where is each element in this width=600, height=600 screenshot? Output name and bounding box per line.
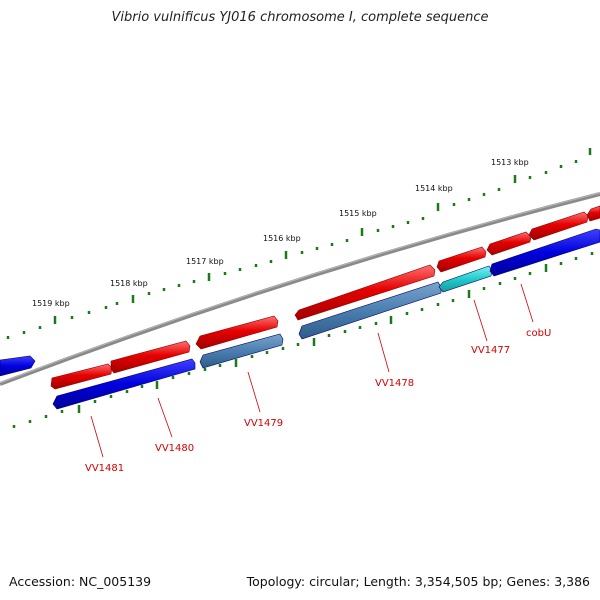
gene-arrow-forward[interactable] — [294, 264, 436, 321]
gene-arrow-forward[interactable] — [486, 231, 532, 256]
forward-genes — [50, 205, 600, 390]
gene-arrow-forward[interactable] — [195, 315, 279, 350]
gene-arrow-forward[interactable] — [436, 246, 487, 273]
gene-label[interactable]: VV1477 — [471, 345, 510, 356]
label-leaders — [90, 283, 534, 458]
kbp-label: 1519 kbp — [32, 299, 70, 308]
kbp-label: 1517 kbp — [186, 257, 224, 266]
genome-summary-text: Topology: circular; Length: 3,354,505 bp… — [246, 574, 590, 589]
kbp-label: 1516 kbp — [263, 234, 301, 243]
gene-label[interactable]: VV1478 — [375, 378, 414, 389]
gene-label[interactable]: VV1481 — [85, 463, 124, 474]
backbone-line — [0, 192, 600, 386]
outer-tick-ring — [6, 148, 592, 339]
kbp-label: 1513 kbp — [491, 158, 529, 167]
gene-arrow-reverse[interactable] — [199, 333, 284, 369]
gene-arrow-reverse[interactable] — [438, 265, 493, 293]
kbp-label: 1514 kbp — [415, 184, 453, 193]
gene-arrow-forward[interactable] — [586, 205, 600, 222]
gene-arrow-forward[interactable] — [50, 363, 113, 390]
gene-arrow-reverse[interactable] — [298, 281, 442, 340]
map-title: Vibrio vulnificus YJ016 chromosome I, co… — [111, 10, 489, 25]
accession-text: Accession: NC_005139 — [9, 574, 152, 589]
gene-arrow-reverse[interactable] — [489, 228, 600, 277]
gene-arrow-reverse[interactable] — [0, 355, 36, 377]
gene-arrow-reverse[interactable] — [52, 358, 196, 410]
kbp-label: 1518 kbp — [110, 279, 148, 288]
kbp-label: 1515 kbp — [339, 209, 377, 218]
gene-arrow-forward[interactable] — [528, 211, 589, 241]
reverse-genes — [0, 228, 600, 410]
gene-label[interactable]: VV1480 — [155, 443, 194, 454]
inner-tick-ring — [12, 252, 594, 428]
gene-label[interactable]: VV1479 — [244, 418, 283, 429]
gene-label[interactable]: cobU — [526, 328, 551, 339]
gene-arrow-forward[interactable] — [110, 340, 191, 374]
